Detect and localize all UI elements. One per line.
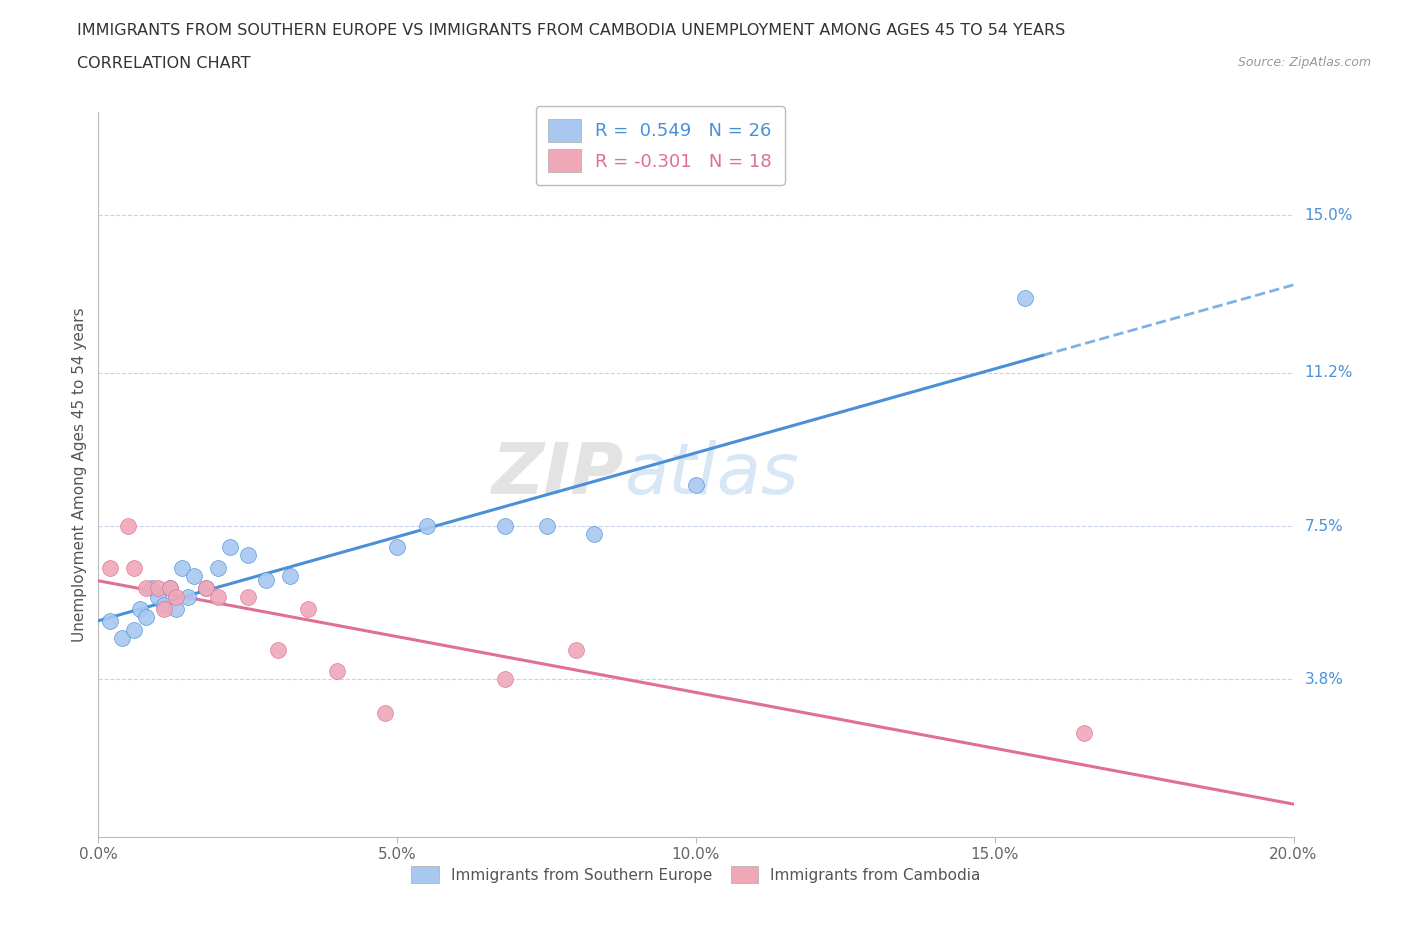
Point xyxy=(124,622,146,637)
Point xyxy=(98,614,122,629)
Point xyxy=(219,539,242,554)
Text: 3.8%: 3.8% xyxy=(1305,672,1344,687)
Point xyxy=(148,581,170,596)
Text: CORRELATION CHART: CORRELATION CHART xyxy=(77,56,250,71)
Text: 7.5%: 7.5% xyxy=(1305,519,1343,534)
Point xyxy=(159,581,181,596)
Point xyxy=(494,519,516,534)
Point xyxy=(236,589,259,604)
Point xyxy=(98,560,122,575)
Point xyxy=(183,568,205,583)
Point xyxy=(297,602,319,617)
Text: 11.2%: 11.2% xyxy=(1305,365,1353,380)
Point xyxy=(117,519,139,534)
Point xyxy=(111,631,134,645)
Point xyxy=(129,602,152,617)
Point xyxy=(135,610,157,625)
Point xyxy=(685,477,707,492)
Point xyxy=(153,597,176,612)
Point xyxy=(207,560,229,575)
Text: atlas: atlas xyxy=(624,440,799,509)
Point xyxy=(267,643,290,658)
Text: 15.0%: 15.0% xyxy=(1305,207,1353,222)
Text: ZIP: ZIP xyxy=(492,440,624,509)
Point xyxy=(278,568,301,583)
Point xyxy=(416,519,439,534)
Point xyxy=(326,664,349,679)
Point xyxy=(1073,726,1095,741)
Point xyxy=(195,581,218,596)
Point xyxy=(1014,291,1036,306)
Point xyxy=(153,602,176,617)
Point xyxy=(207,589,229,604)
Legend: Immigrants from Southern Europe, Immigrants from Cambodia: Immigrants from Southern Europe, Immigra… xyxy=(404,858,988,891)
Point xyxy=(254,573,277,588)
Point xyxy=(172,560,194,575)
Point xyxy=(195,581,218,596)
Point xyxy=(236,548,259,563)
Point xyxy=(494,672,516,687)
Point xyxy=(159,581,181,596)
Point xyxy=(124,560,146,575)
Point xyxy=(385,539,409,554)
Text: Source: ZipAtlas.com: Source: ZipAtlas.com xyxy=(1237,56,1371,69)
Point xyxy=(135,581,157,596)
Point xyxy=(177,589,200,604)
Y-axis label: Unemployment Among Ages 45 to 54 years: Unemployment Among Ages 45 to 54 years xyxy=(72,307,87,642)
Point xyxy=(141,581,163,596)
Text: IMMIGRANTS FROM SOUTHERN EUROPE VS IMMIGRANTS FROM CAMBODIA UNEMPLOYMENT AMONG A: IMMIGRANTS FROM SOUTHERN EUROPE VS IMMIG… xyxy=(77,23,1066,38)
Point xyxy=(565,643,588,658)
Point xyxy=(165,589,187,604)
Point xyxy=(583,527,606,542)
Point xyxy=(148,589,170,604)
Point xyxy=(536,519,558,534)
Point xyxy=(165,602,187,617)
Point xyxy=(374,705,396,720)
